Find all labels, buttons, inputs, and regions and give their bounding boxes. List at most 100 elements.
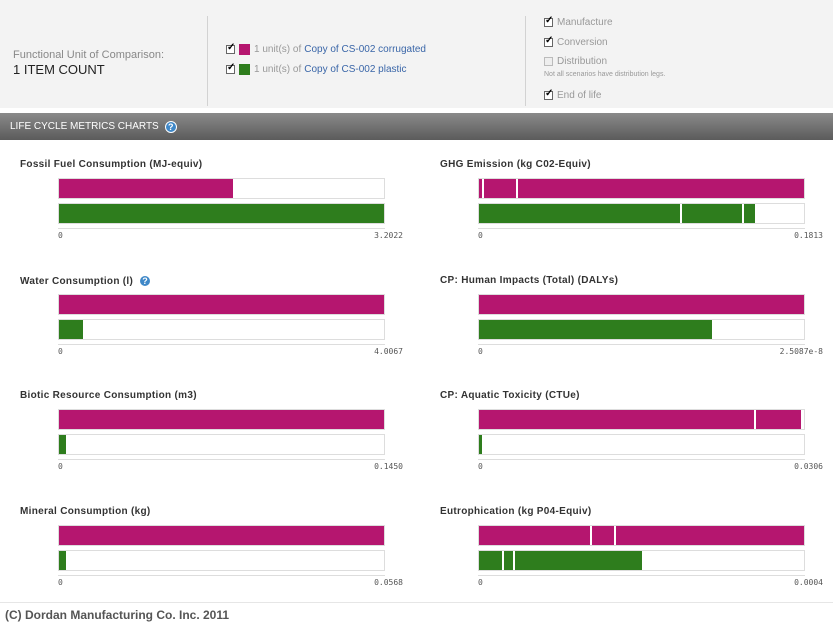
stage-conversion: Conversion: [544, 35, 608, 49]
chart-title: GHG Emission (kg C02-Equiv): [440, 159, 591, 170]
chart-title-text: CP: Aquatic Toxicity (CTUe): [440, 390, 580, 401]
chart-title: Fossil Fuel Consumption (MJ-equiv): [20, 159, 202, 170]
bar-track-plastic: [58, 550, 385, 571]
chart-title-text: Biotic Resource Consumption (m3): [20, 390, 197, 401]
comparison-panel: Functional Unit of Comparison: 1 ITEM CO…: [0, 0, 833, 108]
bar-segment-divider: [515, 179, 518, 198]
scenario-link-plastic[interactable]: Copy of CS-002 plastic: [304, 64, 407, 75]
chart-title: Eutrophication (kg P04-Equiv): [440, 506, 592, 517]
chart-title-text: Mineral Consumption (kg): [20, 506, 151, 517]
bar-corrugated[interactable]: [479, 295, 804, 314]
x-tick-min: 0: [58, 347, 63, 356]
x-axis: [58, 228, 385, 229]
bar-plastic[interactable]: [479, 320, 713, 339]
chart-title-text: CP: Human Impacts (Total) (DALYs): [440, 275, 619, 286]
footer-divider: [0, 602, 833, 603]
help-icon[interactable]: ?: [164, 120, 177, 133]
end-of-life-checkbox[interactable]: [544, 88, 553, 100]
bar-segment-divider: [754, 410, 757, 429]
bar-track-corrugated: [478, 409, 805, 430]
chart-title-text: Eutrophication (kg P04-Equiv): [440, 506, 592, 517]
help-icon[interactable]: ?: [139, 275, 152, 287]
bar-segment-divider: [501, 551, 504, 570]
functional-unit: Functional Unit of Comparison: 1 ITEM CO…: [13, 49, 164, 77]
bar-track-corrugated: [478, 178, 805, 199]
x-tick-max: 4.0067: [374, 347, 403, 356]
bar-track-plastic: [58, 203, 385, 224]
bar-plastic[interactable]: [479, 435, 483, 454]
x-axis: [58, 459, 385, 460]
bar-corrugated[interactable]: [479, 410, 801, 429]
functional-unit-label: Functional Unit of Comparison:: [13, 49, 165, 61]
bar-track-corrugated: [58, 409, 385, 430]
bar-track-plastic: [478, 550, 805, 571]
x-axis: [478, 575, 805, 576]
chart-title: CP: Human Impacts (Total) (DALYs): [440, 275, 618, 286]
divider: [207, 16, 208, 106]
copyright-footer: (C) Dordan Manufacturing Co. Inc. 2011: [5, 608, 230, 622]
x-axis: [478, 459, 805, 460]
bar-track-plastic: [478, 434, 805, 455]
scenario-row-plastic: 1 unit(s) of Copy of CS-002 plastic: [226, 62, 407, 76]
corrugated-color-swatch: [239, 44, 250, 55]
x-tick-max: 2.5087e-8: [779, 347, 823, 356]
bar-track-plastic: [58, 434, 385, 455]
scenario-checkbox-plastic[interactable]: [226, 62, 235, 74]
manufacture-checkbox[interactable]: [544, 15, 553, 27]
x-tick-max: 0.1813: [794, 231, 823, 240]
stage-distribution: Distribution: [544, 55, 607, 68]
conversion-checkbox[interactable]: [544, 35, 553, 47]
chart-title-text: GHG Emission (kg C02-Equiv): [440, 159, 591, 170]
scenario-checkbox-corrugated[interactable]: [226, 42, 235, 54]
bar-plastic[interactable]: [479, 204, 756, 223]
scenario-quantity: 1 unit(s) of: [254, 64, 302, 75]
x-tick-min: 0: [58, 578, 63, 587]
stage-label: Distribution: [557, 56, 608, 67]
x-axis: [58, 575, 385, 576]
functional-unit-value: 1 ITEM COUNT: [13, 62, 105, 77]
x-axis: [478, 228, 805, 229]
bar-plastic[interactable]: [59, 551, 67, 570]
bar-track-corrugated: [58, 525, 385, 546]
bar-segment-divider: [613, 526, 616, 545]
scenario-link-corrugated[interactable]: Copy of CS-002 corrugated: [304, 44, 426, 55]
x-tick-max: 0.0306: [794, 462, 823, 471]
x-tick-max: 0.1450: [374, 462, 403, 471]
bar-segment-divider: [590, 526, 593, 545]
stage-end-of-life: End of life: [544, 88, 601, 102]
bar-track-corrugated: [478, 294, 805, 315]
plastic-color-swatch: [239, 64, 250, 75]
stage-label: Manufacture: [557, 17, 613, 28]
x-tick-max: 3.2022: [374, 231, 403, 240]
bar-track-corrugated: [58, 294, 385, 315]
chart-title: Mineral Consumption (kg): [20, 506, 151, 517]
bar-corrugated[interactable]: [59, 179, 233, 198]
bar-corrugated[interactable]: [479, 526, 804, 545]
scenario-row-corrugated: 1 unit(s) of Copy of CS-002 corrugated: [226, 42, 426, 56]
chart-title: CP: Aquatic Toxicity (CTUe): [440, 390, 580, 401]
section-title: LIFE CYCLE METRICS CHARTS: [10, 121, 159, 132]
stage-manufacture: Manufacture: [544, 15, 613, 29]
x-tick-min: 0: [58, 462, 63, 471]
x-tick-min: 0: [478, 347, 483, 356]
bar-corrugated[interactable]: [59, 295, 384, 314]
bar-plastic[interactable]: [59, 320, 83, 339]
bar-track-plastic: [478, 203, 805, 224]
x-axis: [478, 344, 805, 345]
bar-segment-divider: [742, 204, 745, 223]
bar-plastic[interactable]: [479, 551, 642, 570]
chart-title: Water Consumption (l)?: [20, 275, 152, 287]
chart-title: Biotic Resource Consumption (m3): [20, 390, 197, 401]
stage-label: Conversion: [557, 37, 608, 48]
bar-segment-divider: [513, 551, 516, 570]
bar-plastic[interactable]: [59, 435, 66, 454]
scenario-quantity: 1 unit(s) of: [254, 44, 302, 55]
bar-plastic[interactable]: [59, 204, 384, 223]
x-tick-min: 0: [478, 462, 483, 471]
bar-corrugated[interactable]: [59, 410, 384, 429]
chart-title-text: Water Consumption (l): [20, 275, 134, 287]
bar-corrugated[interactable]: [59, 526, 384, 545]
bar-segment-divider: [482, 179, 485, 198]
x-tick-max: 0.0004: [794, 578, 823, 587]
bar-corrugated[interactable]: [479, 179, 804, 198]
